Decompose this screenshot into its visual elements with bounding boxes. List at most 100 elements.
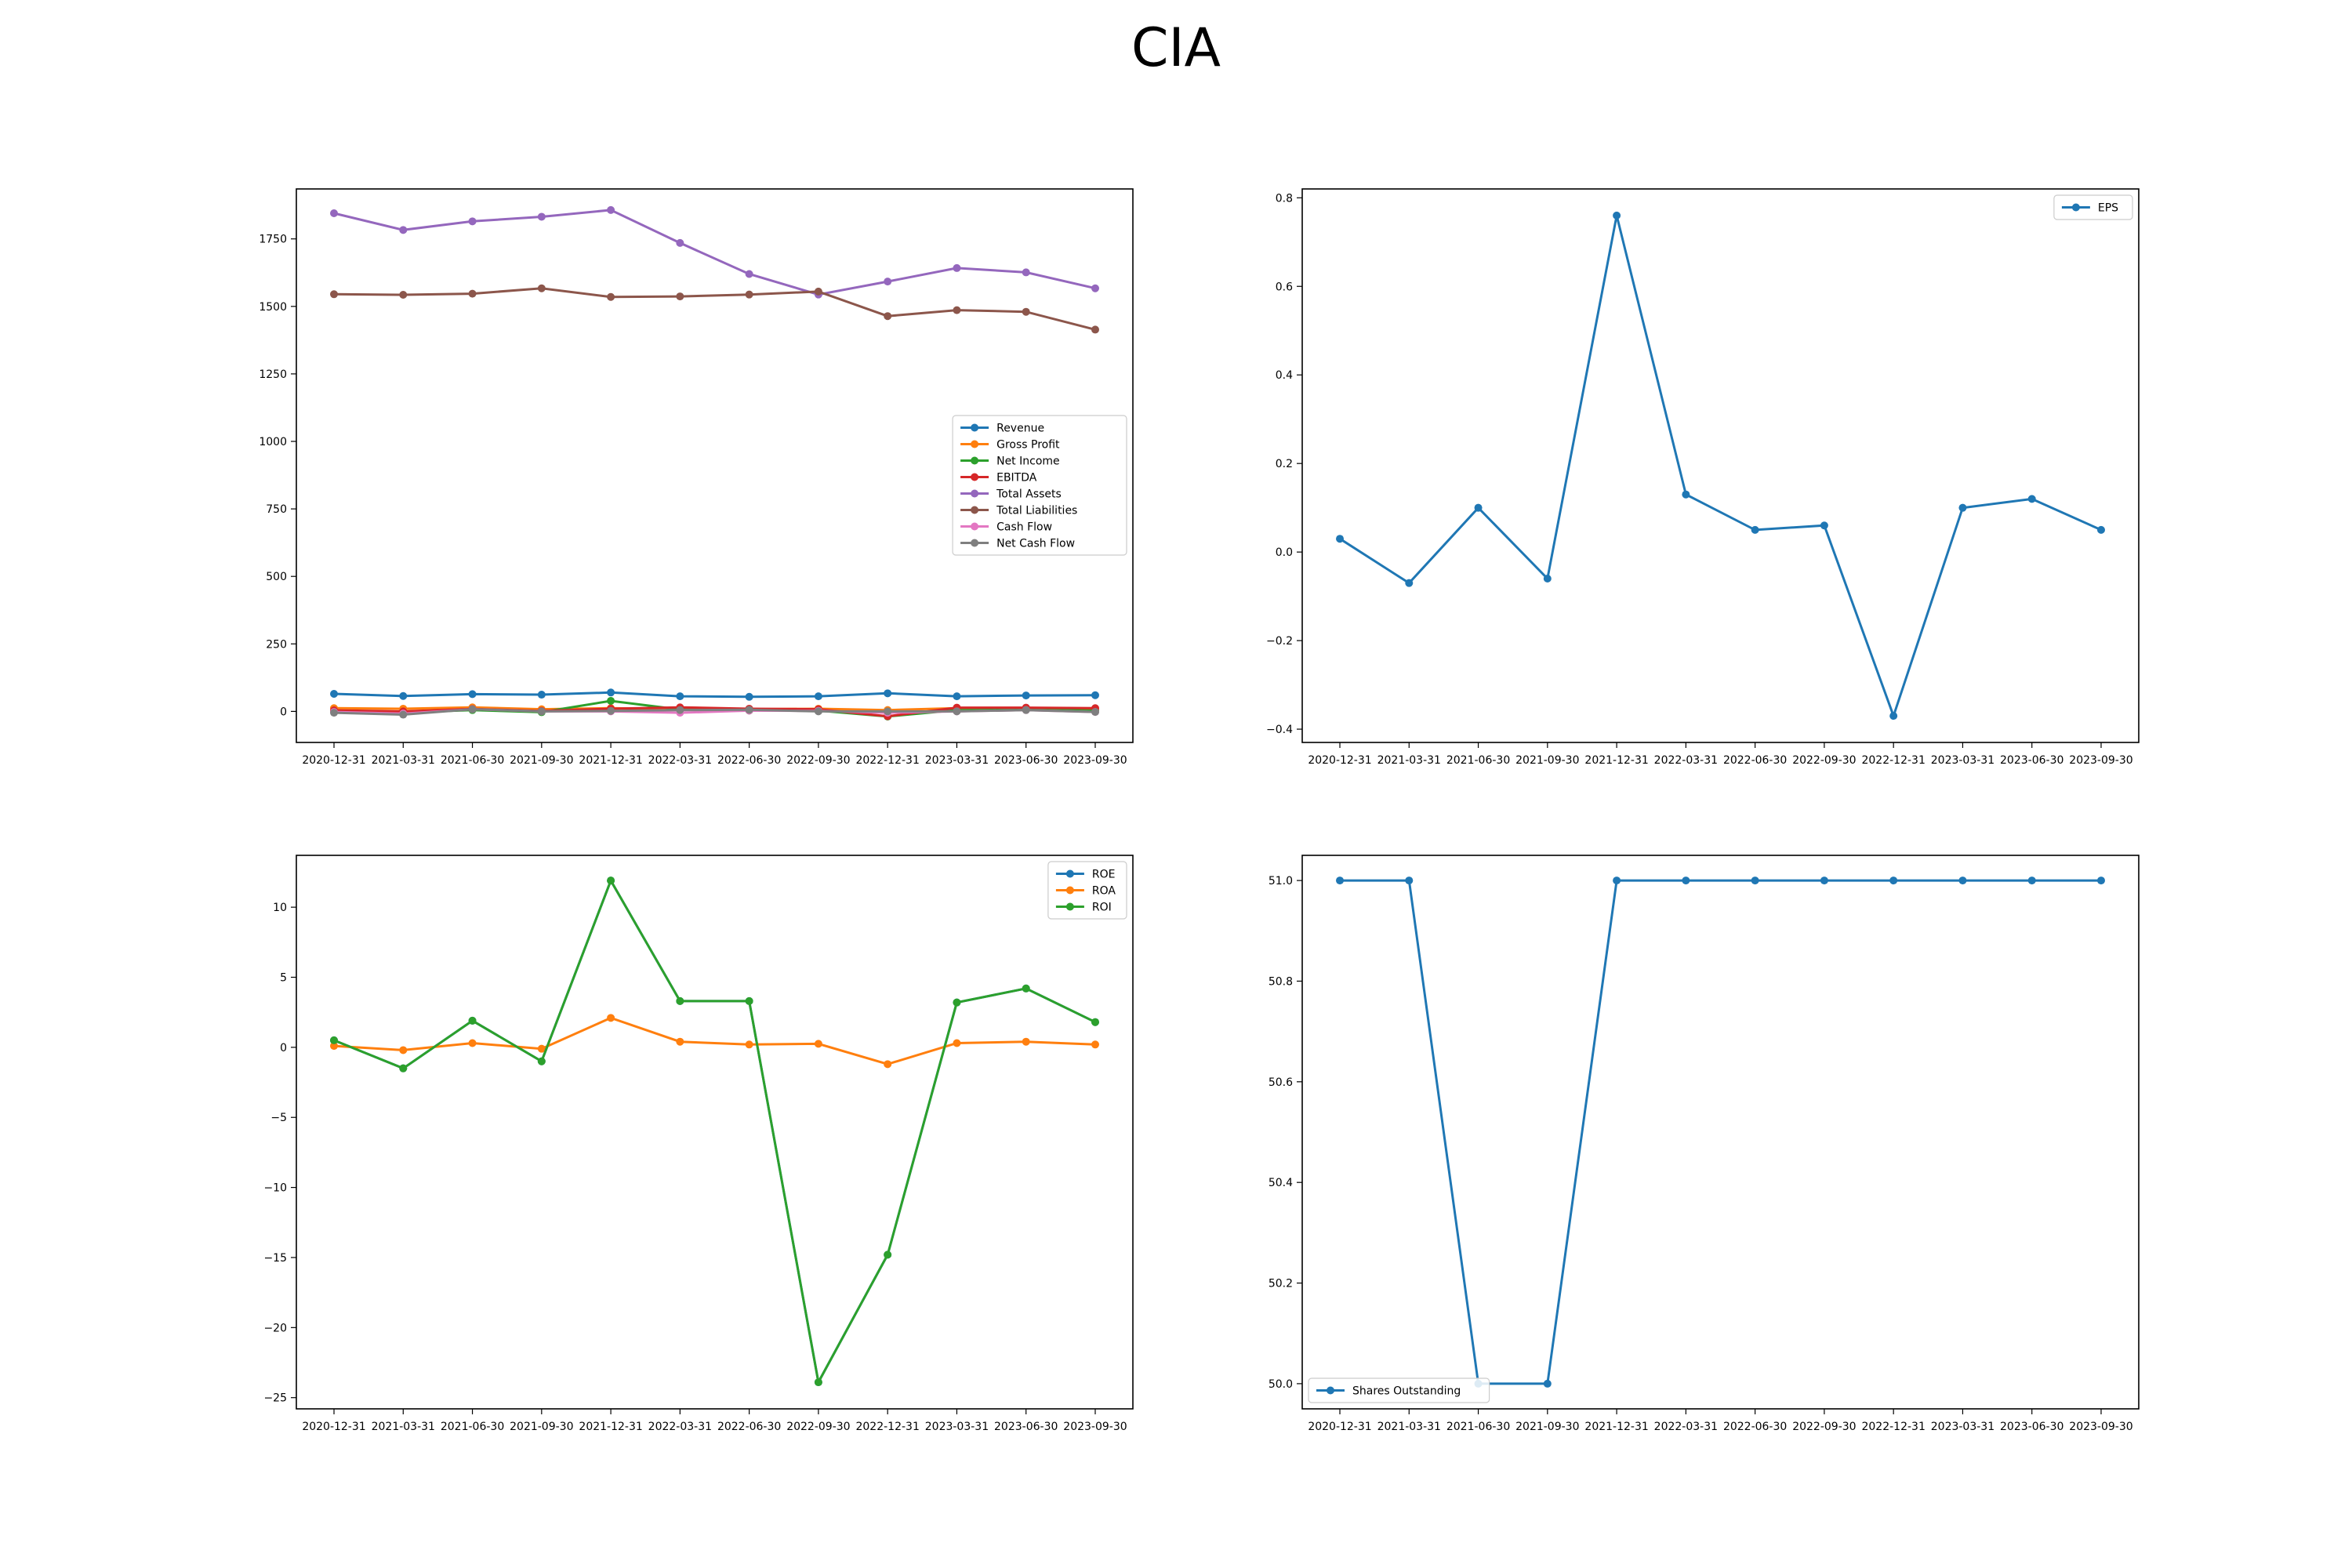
data-point xyxy=(1022,691,1030,700)
data-point xyxy=(1820,877,1828,885)
data-point xyxy=(1682,490,1690,499)
x-tick-label: 2023-06-30 xyxy=(994,754,1058,767)
axes-frame xyxy=(296,855,1134,1410)
x-tick-label: 2022-12-31 xyxy=(855,1421,919,1433)
series-net-cash-flow xyxy=(330,705,1099,719)
x-tick-label: 2022-12-31 xyxy=(855,754,919,767)
legend-label: Gross Profit xyxy=(996,439,1060,452)
data-point xyxy=(537,212,546,221)
x-tick-label: 2022-06-30 xyxy=(1723,1421,1787,1433)
data-point xyxy=(330,290,339,299)
data-point xyxy=(745,1040,753,1049)
legend-label: ROE xyxy=(1092,869,1116,881)
x-tick-label: 2021-09-30 xyxy=(510,1421,573,1433)
data-point xyxy=(607,688,615,697)
x-tick-label: 2023-09-30 xyxy=(1063,1421,1127,1433)
data-point xyxy=(330,709,339,717)
data-point xyxy=(745,270,753,278)
legend-label: Total Assets xyxy=(996,488,1062,501)
data-point xyxy=(814,1040,822,1048)
legend-label: EPS xyxy=(2098,202,2118,215)
y-tick-label: 1500 xyxy=(259,301,287,314)
data-point xyxy=(745,996,753,1005)
data-point xyxy=(1613,877,1621,885)
data-point xyxy=(1958,503,1967,512)
y-tick-label: 750 xyxy=(266,503,287,516)
series-revenue xyxy=(330,688,1099,701)
x-tick-label: 2021-06-30 xyxy=(441,1421,504,1433)
data-point xyxy=(1751,525,1759,534)
data-point xyxy=(468,289,477,298)
data-point xyxy=(2096,525,2105,534)
legend-marker xyxy=(971,440,979,448)
legend: ROE ROA ROI xyxy=(1047,861,1127,920)
x-tick-label: 2021-06-30 xyxy=(441,754,504,767)
x-tick-label: 2022-06-30 xyxy=(717,754,781,767)
y-tick-label: 50.8 xyxy=(1269,975,1293,988)
chart-panel-4: 2020-12-31 2021-03-31 2021-06-30 2021-09-30… xyxy=(1269,855,2140,1433)
axes-frame xyxy=(1301,855,2140,1410)
legend-label: Shares Outstanding xyxy=(1352,1385,1461,1398)
data-point xyxy=(884,1060,892,1069)
data-point xyxy=(676,1037,684,1046)
data-point xyxy=(953,306,961,314)
y-tick-label: 0.0 xyxy=(1276,546,1293,559)
y-tick-label: −10 xyxy=(263,1182,287,1195)
legend-marker xyxy=(2071,203,2080,212)
x-tick-label: 2022-12-31 xyxy=(1861,754,1925,767)
series-line xyxy=(1340,879,2101,1385)
data-point xyxy=(537,1057,546,1065)
data-point xyxy=(814,287,822,296)
x-tick-label: 2021-06-30 xyxy=(1446,1421,1510,1433)
y-tick-label: −15 xyxy=(263,1252,287,1265)
data-point xyxy=(1958,877,1967,885)
data-point xyxy=(468,1016,477,1025)
legend-box xyxy=(1308,1377,1490,1403)
data-point xyxy=(1405,579,1414,587)
series-shares-outstanding xyxy=(1336,877,2105,1388)
data-point xyxy=(330,1036,339,1044)
data-point xyxy=(814,1378,822,1387)
data-point xyxy=(1543,1379,1552,1388)
x-tick-label: 2021-09-30 xyxy=(510,754,573,767)
series-roi xyxy=(330,877,1099,1387)
legend: EPS xyxy=(2053,194,2133,220)
data-point xyxy=(953,263,961,272)
data-point xyxy=(399,691,408,700)
legend-marker xyxy=(971,539,979,547)
x-tick-label: 2023-09-30 xyxy=(1063,754,1127,767)
x-tick-label: 2022-09-30 xyxy=(786,1421,850,1433)
data-point xyxy=(537,284,546,292)
series-line xyxy=(333,877,1096,1386)
x-tick-label: 2021-09-30 xyxy=(1515,754,1579,767)
data-point xyxy=(607,877,615,885)
x-tick-label: 2023-03-31 xyxy=(1931,1421,1994,1433)
x-tick-label: 2021-03-31 xyxy=(1377,1421,1441,1433)
x-tick-label: 2022-03-31 xyxy=(1654,1421,1718,1433)
data-point xyxy=(884,689,892,698)
data-point xyxy=(399,1064,408,1073)
data-point xyxy=(676,706,684,714)
legend-marker xyxy=(971,423,979,432)
data-point xyxy=(884,278,892,286)
x-tick-label: 2022-06-30 xyxy=(1723,754,1787,767)
data-point xyxy=(2096,877,2105,885)
data-point xyxy=(953,998,961,1007)
x-tick-label: 2023-09-30 xyxy=(2069,1421,2132,1433)
y-tick-label: 51.0 xyxy=(1269,875,1293,887)
series-line xyxy=(333,691,1096,699)
series-line xyxy=(333,287,1096,331)
data-point xyxy=(399,710,408,719)
legend-marker xyxy=(971,506,979,514)
data-point xyxy=(1336,877,1345,885)
legend-label: ROA xyxy=(1092,885,1116,898)
y-tick-label: 0.8 xyxy=(1276,192,1293,205)
data-point xyxy=(1613,211,1621,220)
data-point xyxy=(884,312,892,321)
series-eps xyxy=(1336,211,2105,720)
x-tick-label: 2021-03-31 xyxy=(372,754,435,767)
x-tick-label: 2020-12-31 xyxy=(1308,754,1371,767)
axes-frame xyxy=(1301,188,2140,743)
legend-marker xyxy=(971,456,979,465)
y-tick-label: −0.2 xyxy=(1266,635,1293,648)
